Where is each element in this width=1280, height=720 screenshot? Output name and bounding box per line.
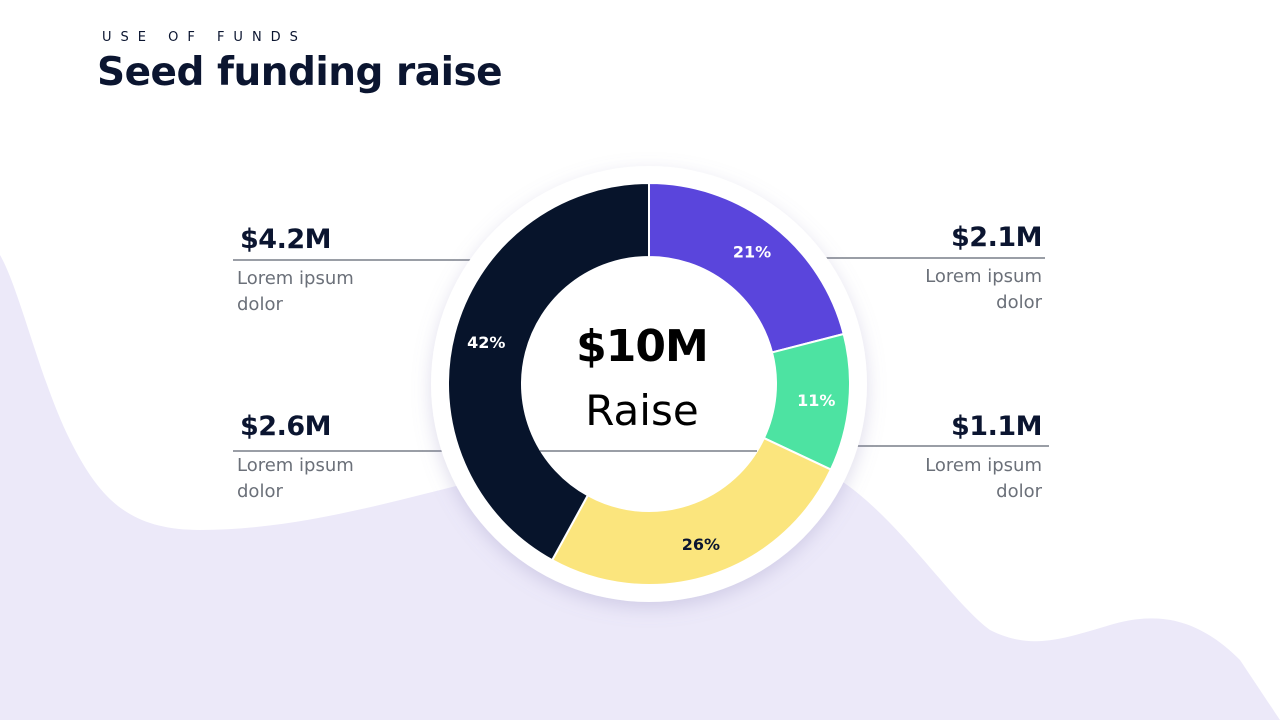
callout-description: Lorem ipsum dolor	[925, 455, 1042, 502]
segment-label-11pct: 11%	[797, 391, 835, 410]
callout-amount: $2.6M	[240, 411, 332, 442]
center-amount: $10M	[576, 321, 709, 372]
segment-label-21pct: 21%	[733, 242, 771, 261]
callout-description: Lorem ipsum dolor	[925, 266, 1042, 313]
callout-1-1m: $1.1M Lorem ipsum dolor	[782, 411, 1042, 505]
callout-description: Lorem ipsum dolor	[237, 455, 354, 502]
section-kicker: USE OF FUNDS	[102, 30, 307, 45]
segment-label-26pct: 26%	[682, 535, 720, 554]
callout-amount: $4.2M	[240, 224, 332, 255]
donut-hole	[522, 257, 776, 511]
callout-description: Lorem ipsum dolor	[237, 268, 354, 315]
callout-amount: $1.1M	[951, 411, 1043, 442]
callout-amount: $2.1M	[951, 222, 1043, 253]
callout-4-2m: $4.2M Lorem ipsum dolor	[237, 224, 500, 318]
page-title: Seed funding raise	[97, 50, 503, 95]
callout-2-1m: $2.1M Lorem ipsum dolor	[782, 222, 1042, 316]
callout-2-6m: $2.6M Lorem ipsum dolor	[237, 411, 500, 505]
center-label: Raise	[585, 386, 699, 435]
segment-label-42pct: 42%	[467, 333, 505, 352]
